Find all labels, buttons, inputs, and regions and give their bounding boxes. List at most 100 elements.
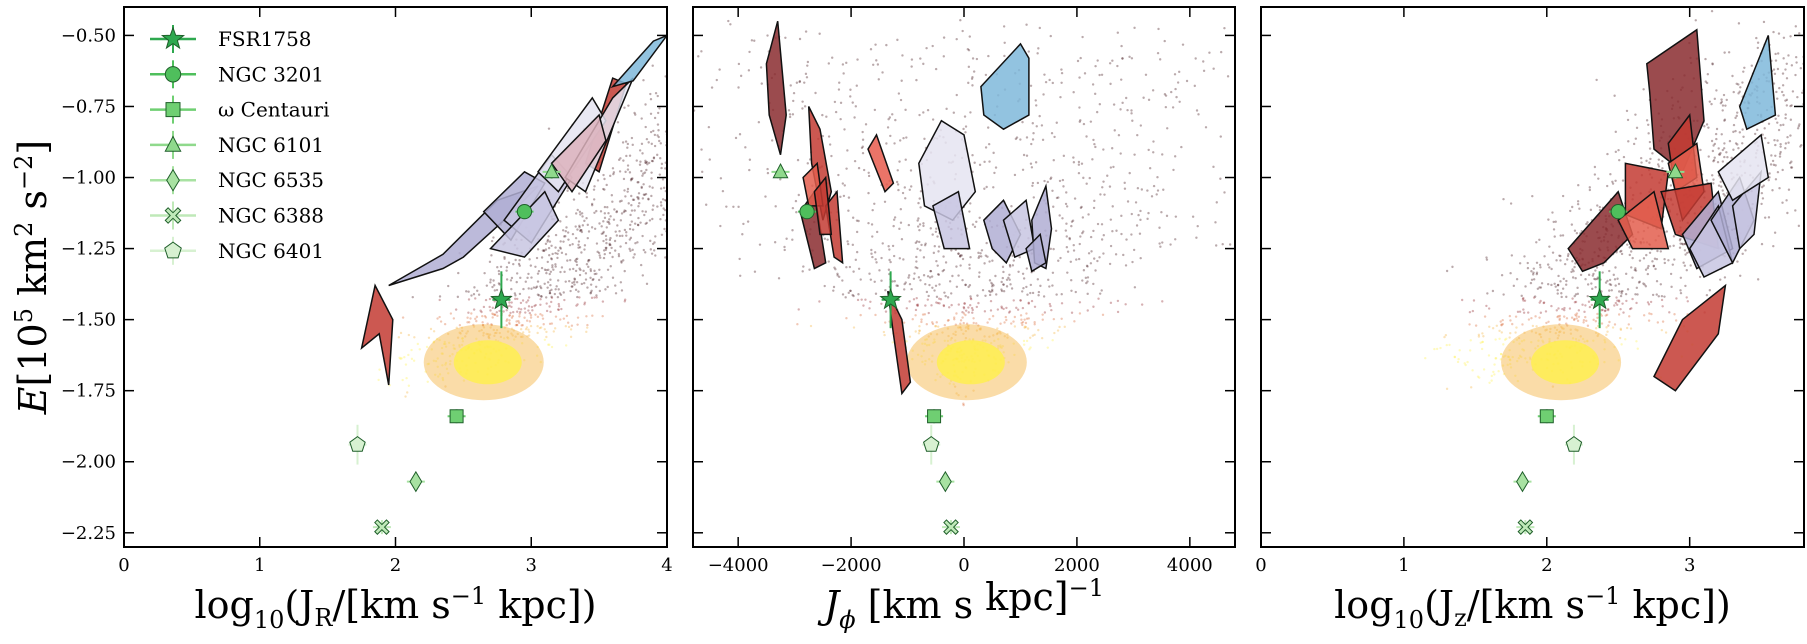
- density-dot: [1711, 62, 1714, 65]
- density-dot: [1121, 57, 1124, 60]
- density-dot: [1011, 254, 1014, 257]
- density-dot: [628, 247, 631, 251]
- density-dot: [1719, 102, 1723, 105]
- density-dot: [446, 332, 450, 336]
- density-dot: [1471, 309, 1475, 313]
- density-dot: [604, 234, 608, 238]
- density-dot: [641, 174, 644, 177]
- density-dot: [954, 333, 957, 337]
- density-dot: [1236, 94, 1238, 96]
- density-dot: [801, 107, 804, 110]
- x-tick-label: 0: [1255, 555, 1266, 576]
- density-dot: [1713, 156, 1716, 159]
- density-dot: [1532, 271, 1535, 274]
- density-dot: [1185, 79, 1189, 83]
- density-dot: [639, 221, 642, 224]
- density-dot: [515, 320, 518, 323]
- density-dot: [851, 101, 854, 104]
- density-dot: [644, 210, 648, 213]
- density-dot: [1080, 162, 1084, 165]
- density-dot: [477, 293, 481, 296]
- density-dot: [1501, 318, 1504, 322]
- density-dot: [554, 251, 557, 255]
- density-dot: [902, 321, 906, 324]
- density-dot: [870, 223, 874, 226]
- density-dot: [540, 294, 543, 298]
- density-dot: [476, 289, 479, 292]
- density-dot: [994, 274, 997, 278]
- density-dot: [598, 222, 601, 225]
- density-dot: [1286, 101, 1288, 103]
- density-dot: [637, 197, 640, 201]
- density-dot: [736, 71, 738, 73]
- density-dot: [975, 322, 978, 325]
- density-dot: [1111, 229, 1114, 233]
- legend-label: ω Centauri: [218, 98, 329, 122]
- density-dot: [933, 245, 936, 248]
- density-dot: [1073, 320, 1076, 323]
- density-dot: [964, 313, 967, 317]
- density-dot: [557, 249, 560, 252]
- density-dot: [988, 293, 992, 297]
- density-dot: [611, 200, 614, 203]
- density-dot: [1681, 243, 1685, 246]
- density-dot: [915, 255, 918, 259]
- density-dot: [448, 363, 452, 366]
- density-dot: [883, 200, 887, 203]
- density-dot: [1535, 272, 1539, 276]
- density-dot: [568, 243, 572, 247]
- density-dot: [916, 353, 920, 356]
- density-dot: [539, 313, 542, 316]
- density-dot: [707, 164, 709, 166]
- density-dot: [773, 23, 775, 25]
- density-dot: [595, 209, 598, 213]
- density-dot: [1089, 120, 1093, 123]
- density-dot: [947, 334, 950, 338]
- density-dot: [978, 271, 981, 274]
- density-dot: [1463, 362, 1466, 365]
- density-dot: [1659, 250, 1662, 253]
- density-dot: [892, 224, 895, 228]
- cluster-marker: [799, 203, 815, 220]
- density-dot: [710, 56, 712, 58]
- density-dot: [803, 105, 807, 108]
- density-dot: [741, 28, 743, 30]
- density-dot: [743, 210, 745, 212]
- density-dot: [510, 301, 513, 304]
- density-dot: [1025, 154, 1029, 157]
- density-dot: [1557, 274, 1560, 278]
- density-dot: [783, 62, 785, 64]
- density-dot: [1488, 29, 1490, 31]
- density-dot: [1024, 325, 1028, 329]
- density-dot: [789, 91, 791, 93]
- density-dot: [403, 355, 406, 359]
- density-dot: [1642, 88, 1645, 91]
- density-dot: [1635, 126, 1639, 130]
- density-dot: [574, 259, 577, 262]
- density-dot: [697, 55, 700, 58]
- density-dot: [461, 329, 464, 333]
- density-dot: [697, 71, 699, 73]
- density-dot: [1516, 359, 1519, 363]
- density-dot: [1072, 161, 1076, 164]
- density-dot: [1723, 194, 1726, 197]
- density-dot: [686, 129, 688, 131]
- density-dot: [670, 180, 672, 182]
- density-dot: [1112, 103, 1116, 106]
- density-dot: [566, 189, 569, 192]
- density-dot: [1772, 30, 1775, 34]
- density-dot: [1574, 276, 1577, 280]
- density-dot: [1777, 32, 1781, 35]
- density-dot: [1043, 73, 1046, 76]
- density-dot: [1037, 328, 1040, 332]
- density-dot: [918, 329, 921, 332]
- density-dot: [880, 302, 883, 306]
- density-dot: [971, 338, 975, 341]
- density-dot: [783, 248, 786, 252]
- density-dot: [528, 311, 532, 315]
- density-dot: [710, 101, 712, 103]
- density-dot: [493, 300, 496, 303]
- density-dot: [493, 334, 496, 338]
- density-dot: [1725, 151, 1728, 154]
- density-dot: [852, 87, 854, 89]
